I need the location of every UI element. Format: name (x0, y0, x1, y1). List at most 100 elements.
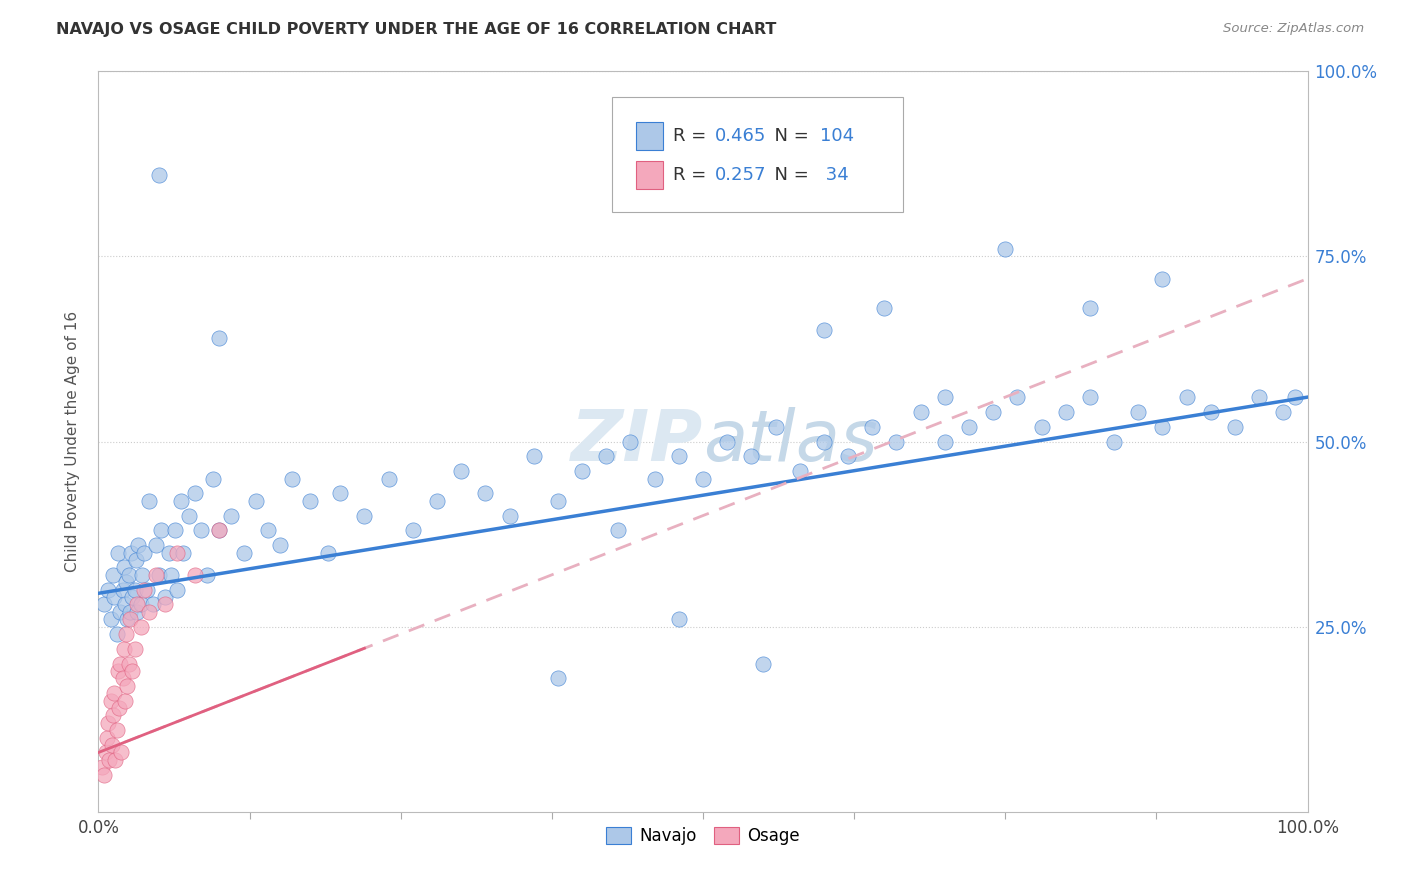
Point (148, 567, 170, 582)
Point (1223, 419, 1246, 434)
Point (765, 419, 787, 434)
Point (426, 493, 449, 508)
Point (127, 538, 149, 552)
Point (114, 598, 136, 612)
Point (245, 493, 267, 508)
Point (934, 434, 956, 449)
Text: ZIP: ZIP (571, 407, 703, 476)
Point (571, 464, 593, 478)
Point (121, 664, 143, 678)
Point (118, 605, 141, 619)
Point (112, 560, 135, 574)
Point (115, 575, 138, 590)
Point (1152, 419, 1174, 434)
Point (91, 760, 114, 774)
Point (1175, 390, 1198, 404)
Point (994, 242, 1017, 256)
Point (1078, 390, 1101, 404)
Point (184, 567, 207, 582)
Point (138, 493, 160, 508)
Point (110, 746, 132, 760)
Point (299, 493, 322, 508)
Point (172, 546, 194, 560)
Point (232, 546, 254, 560)
Point (120, 546, 142, 560)
Point (837, 450, 859, 464)
Text: N =: N = (763, 127, 815, 145)
Point (644, 471, 666, 485)
Point (1272, 405, 1295, 419)
Point (117, 612, 139, 626)
Point (668, 612, 690, 626)
Point (100, 694, 122, 708)
Point (619, 434, 641, 449)
Point (208, 331, 231, 345)
Point (104, 753, 127, 767)
Point (498, 508, 520, 523)
Point (692, 471, 714, 485)
Text: N =: N = (763, 166, 815, 184)
Text: 104: 104 (820, 127, 855, 145)
Point (107, 546, 129, 560)
Point (316, 546, 339, 560)
Point (101, 708, 124, 723)
Point (131, 567, 153, 582)
Point (121, 590, 143, 604)
Point (169, 493, 191, 508)
Point (595, 450, 617, 464)
FancyBboxPatch shape (637, 121, 664, 150)
Point (221, 508, 243, 523)
Point (97, 715, 120, 730)
Point (134, 546, 156, 560)
Point (118, 657, 141, 671)
Point (108, 657, 131, 671)
Point (886, 434, 908, 449)
Point (281, 471, 304, 485)
Text: R =: R = (672, 127, 711, 145)
Point (96, 731, 118, 745)
Point (208, 524, 231, 538)
Point (124, 641, 146, 656)
Legend: Navajo, Osage: Navajo, Osage (600, 820, 806, 852)
Point (108, 605, 131, 619)
Point (329, 486, 352, 500)
Point (813, 324, 835, 338)
Point (166, 546, 188, 560)
Point (117, 679, 139, 693)
Point (547, 672, 569, 686)
Point (957, 419, 980, 434)
Point (153, 598, 176, 612)
Point (118, 612, 141, 626)
Point (153, 590, 176, 604)
Point (269, 538, 291, 552)
Point (100, 738, 122, 752)
Point (353, 508, 375, 523)
Point (1199, 405, 1222, 419)
Point (111, 582, 134, 597)
Point (1031, 419, 1053, 434)
Point (138, 605, 160, 619)
Point (100, 612, 122, 626)
Point (148, 168, 170, 182)
Point (716, 434, 738, 449)
Point (108, 701, 131, 715)
Point (1007, 390, 1029, 404)
Point (93, 598, 115, 612)
Text: 0.257: 0.257 (716, 166, 766, 184)
Point (1152, 271, 1174, 285)
Point (114, 694, 136, 708)
Point (208, 524, 231, 538)
FancyBboxPatch shape (613, 97, 903, 212)
Point (112, 641, 135, 656)
Point (402, 524, 425, 538)
Point (163, 524, 186, 538)
Point (157, 546, 180, 560)
Point (752, 657, 775, 671)
Point (166, 582, 188, 597)
Point (127, 598, 149, 612)
Point (256, 524, 278, 538)
Point (789, 464, 811, 478)
Point (118, 567, 141, 582)
Point (1078, 301, 1101, 316)
Point (160, 567, 183, 582)
